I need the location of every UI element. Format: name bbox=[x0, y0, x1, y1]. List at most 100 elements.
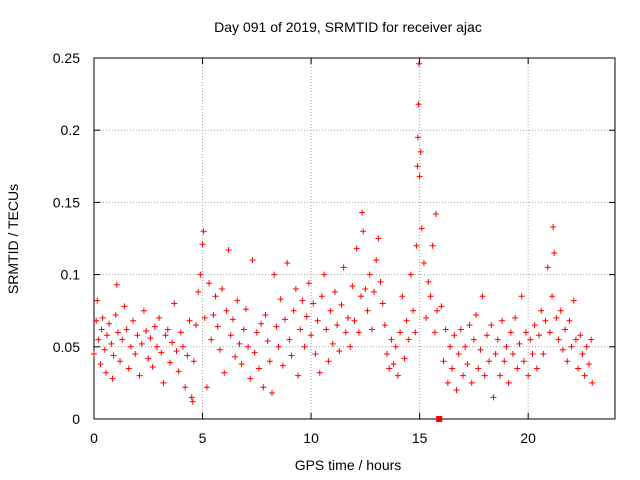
data-point bbox=[184, 352, 191, 359]
data-point bbox=[238, 361, 245, 368]
data-point bbox=[210, 312, 217, 319]
data-point bbox=[164, 326, 171, 333]
data-point bbox=[466, 322, 473, 329]
data-point bbox=[132, 351, 139, 358]
data-point bbox=[503, 343, 510, 350]
data-point bbox=[288, 352, 295, 359]
data-point bbox=[273, 323, 280, 330]
data-point bbox=[299, 297, 306, 304]
data-point bbox=[351, 317, 358, 324]
data-point bbox=[264, 338, 271, 345]
data-point bbox=[416, 173, 423, 180]
data-point bbox=[514, 365, 521, 372]
data-point bbox=[364, 307, 371, 314]
data-point bbox=[509, 351, 516, 358]
x-tick-label: 15 bbox=[412, 430, 428, 446]
data-point bbox=[104, 332, 111, 339]
data-point bbox=[297, 326, 304, 333]
data-point bbox=[269, 390, 276, 397]
data-point bbox=[412, 329, 419, 336]
data-point bbox=[242, 306, 249, 313]
data-point bbox=[249, 257, 256, 264]
data-point bbox=[442, 326, 449, 333]
data-point bbox=[368, 326, 375, 333]
data-point bbox=[520, 358, 527, 365]
data-point bbox=[177, 329, 184, 336]
data-point bbox=[577, 332, 584, 339]
data-point bbox=[486, 358, 493, 365]
data-point bbox=[431, 329, 438, 336]
y-tick-label: 0.2 bbox=[61, 122, 81, 138]
data-point bbox=[546, 329, 553, 336]
data-point bbox=[301, 343, 308, 350]
data-point bbox=[499, 317, 506, 324]
data-point bbox=[112, 312, 119, 319]
data-point bbox=[384, 351, 391, 358]
data-point bbox=[344, 314, 351, 321]
data-point bbox=[522, 329, 529, 336]
data-point bbox=[417, 148, 424, 155]
data-point bbox=[284, 260, 291, 267]
y-tick-label: 0 bbox=[72, 411, 80, 427]
data-point bbox=[316, 369, 323, 376]
data-point bbox=[542, 317, 549, 324]
data-point bbox=[433, 307, 440, 314]
plot-frame bbox=[93, 57, 616, 420]
data-point bbox=[156, 314, 163, 321]
data-point bbox=[312, 351, 319, 358]
data-point bbox=[407, 271, 414, 278]
data-point bbox=[206, 280, 213, 287]
data-point bbox=[277, 296, 284, 303]
data-point bbox=[362, 286, 369, 293]
data-point bbox=[197, 271, 204, 278]
data-point bbox=[460, 372, 467, 379]
data-point bbox=[572, 336, 579, 343]
data-point bbox=[555, 336, 562, 343]
data-point bbox=[286, 336, 293, 343]
data-point bbox=[245, 343, 252, 350]
data-points bbox=[91, 60, 596, 422]
data-point bbox=[525, 372, 532, 379]
data-point bbox=[371, 288, 378, 295]
data-point bbox=[145, 355, 152, 362]
data-point bbox=[566, 317, 573, 324]
data-point bbox=[279, 362, 286, 369]
y-tick-label: 0.15 bbox=[53, 194, 80, 210]
data-point bbox=[533, 365, 540, 372]
data-point bbox=[125, 365, 132, 372]
data-point bbox=[390, 361, 397, 368]
data-point bbox=[140, 307, 147, 314]
data-point bbox=[262, 312, 269, 319]
data-point bbox=[158, 349, 165, 356]
data-point bbox=[169, 339, 176, 346]
data-point bbox=[540, 351, 547, 358]
data-point bbox=[585, 361, 592, 368]
data-point bbox=[303, 313, 310, 320]
data-point bbox=[494, 336, 501, 343]
data-point bbox=[516, 340, 523, 347]
data-point bbox=[147, 335, 154, 342]
data-point bbox=[121, 303, 128, 310]
data-point bbox=[455, 351, 462, 358]
y-tick-label: 0.05 bbox=[53, 339, 80, 355]
data-point bbox=[101, 346, 108, 353]
data-point bbox=[403, 317, 410, 324]
data-point bbox=[490, 394, 497, 401]
data-point bbox=[507, 329, 514, 336]
data-point bbox=[119, 336, 126, 343]
data-point bbox=[379, 300, 386, 307]
data-point bbox=[496, 372, 503, 379]
data-point bbox=[323, 326, 330, 333]
data-point bbox=[438, 303, 445, 310]
data-point bbox=[180, 343, 187, 350]
data-point bbox=[570, 297, 577, 304]
data-point bbox=[453, 387, 460, 394]
data-point bbox=[200, 228, 207, 235]
data-point bbox=[95, 336, 102, 343]
chart-title: Day 091 of 2019, SRMTID for receiver aja… bbox=[214, 19, 482, 35]
data-point bbox=[91, 351, 97, 358]
data-point bbox=[447, 343, 454, 350]
data-point bbox=[102, 369, 109, 376]
data-point bbox=[531, 322, 538, 329]
data-point bbox=[505, 379, 512, 386]
